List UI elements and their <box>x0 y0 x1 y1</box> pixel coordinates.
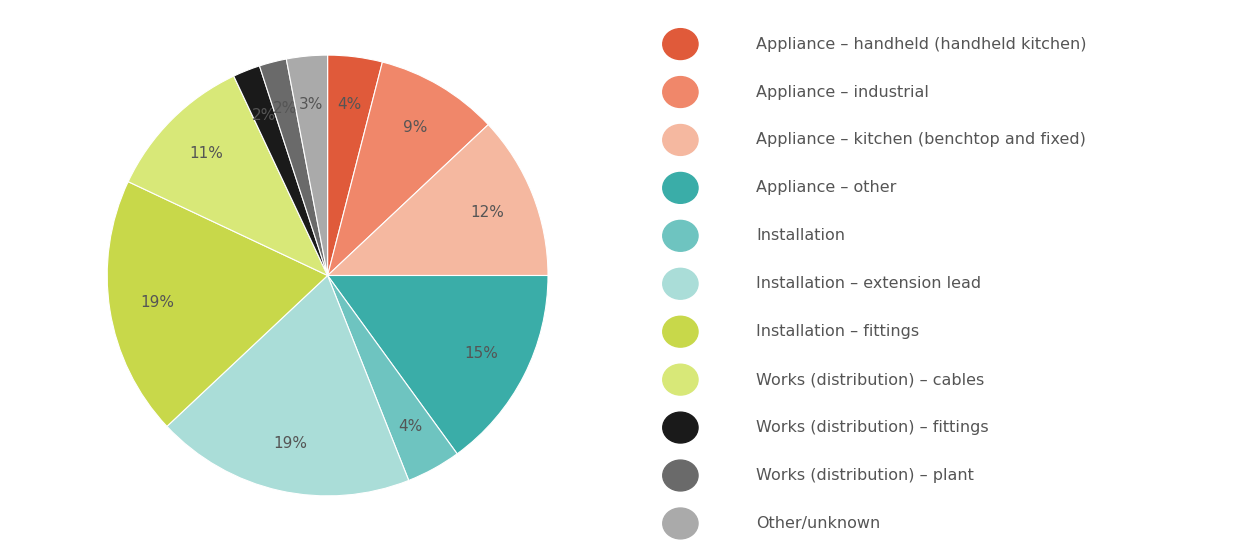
Text: Installation – extension lead: Installation – extension lead <box>756 276 982 291</box>
Circle shape <box>663 268 698 299</box>
Wedge shape <box>107 182 328 426</box>
Wedge shape <box>328 276 548 454</box>
Text: 19%: 19% <box>273 436 307 451</box>
Text: 11%: 11% <box>189 147 223 161</box>
Circle shape <box>663 508 698 539</box>
Wedge shape <box>328 55 383 276</box>
Text: Other/unknown: Other/unknown <box>756 516 881 531</box>
Circle shape <box>663 460 698 491</box>
Text: Installation – fittings: Installation – fittings <box>756 324 919 339</box>
Text: Installation: Installation <box>756 228 845 244</box>
Text: Appliance – other: Appliance – other <box>756 180 896 196</box>
Circle shape <box>663 172 698 203</box>
Text: 3%: 3% <box>299 97 324 112</box>
Text: 12%: 12% <box>470 205 504 220</box>
Wedge shape <box>234 66 328 276</box>
Text: 4%: 4% <box>336 98 362 112</box>
Circle shape <box>663 364 698 395</box>
Wedge shape <box>328 62 489 276</box>
Text: 2%: 2% <box>252 108 276 123</box>
Text: 15%: 15% <box>464 346 498 361</box>
Text: Works (distribution) – plant: Works (distribution) – plant <box>756 468 974 483</box>
Text: Appliance – handheld (handheld kitchen): Appliance – handheld (handheld kitchen) <box>756 36 1086 52</box>
Text: Works (distribution) – cables: Works (distribution) – cables <box>756 372 984 387</box>
Text: Appliance – kitchen (benchtop and fixed): Appliance – kitchen (benchtop and fixed) <box>756 132 1086 148</box>
Wedge shape <box>166 276 408 496</box>
Wedge shape <box>260 59 328 276</box>
Text: 4%: 4% <box>398 419 422 434</box>
Circle shape <box>663 220 698 251</box>
Circle shape <box>663 77 698 107</box>
Text: 9%: 9% <box>403 120 427 135</box>
Wedge shape <box>286 55 328 276</box>
Wedge shape <box>129 76 328 276</box>
Circle shape <box>663 125 698 155</box>
Wedge shape <box>328 276 457 480</box>
Text: 19%: 19% <box>141 295 175 310</box>
Circle shape <box>663 316 698 347</box>
Text: Appliance – industrial: Appliance – industrial <box>756 84 929 100</box>
Circle shape <box>663 412 698 443</box>
Text: Works (distribution) – fittings: Works (distribution) – fittings <box>756 420 989 435</box>
Wedge shape <box>328 125 548 276</box>
Text: 2%: 2% <box>272 101 297 116</box>
Circle shape <box>663 29 698 60</box>
